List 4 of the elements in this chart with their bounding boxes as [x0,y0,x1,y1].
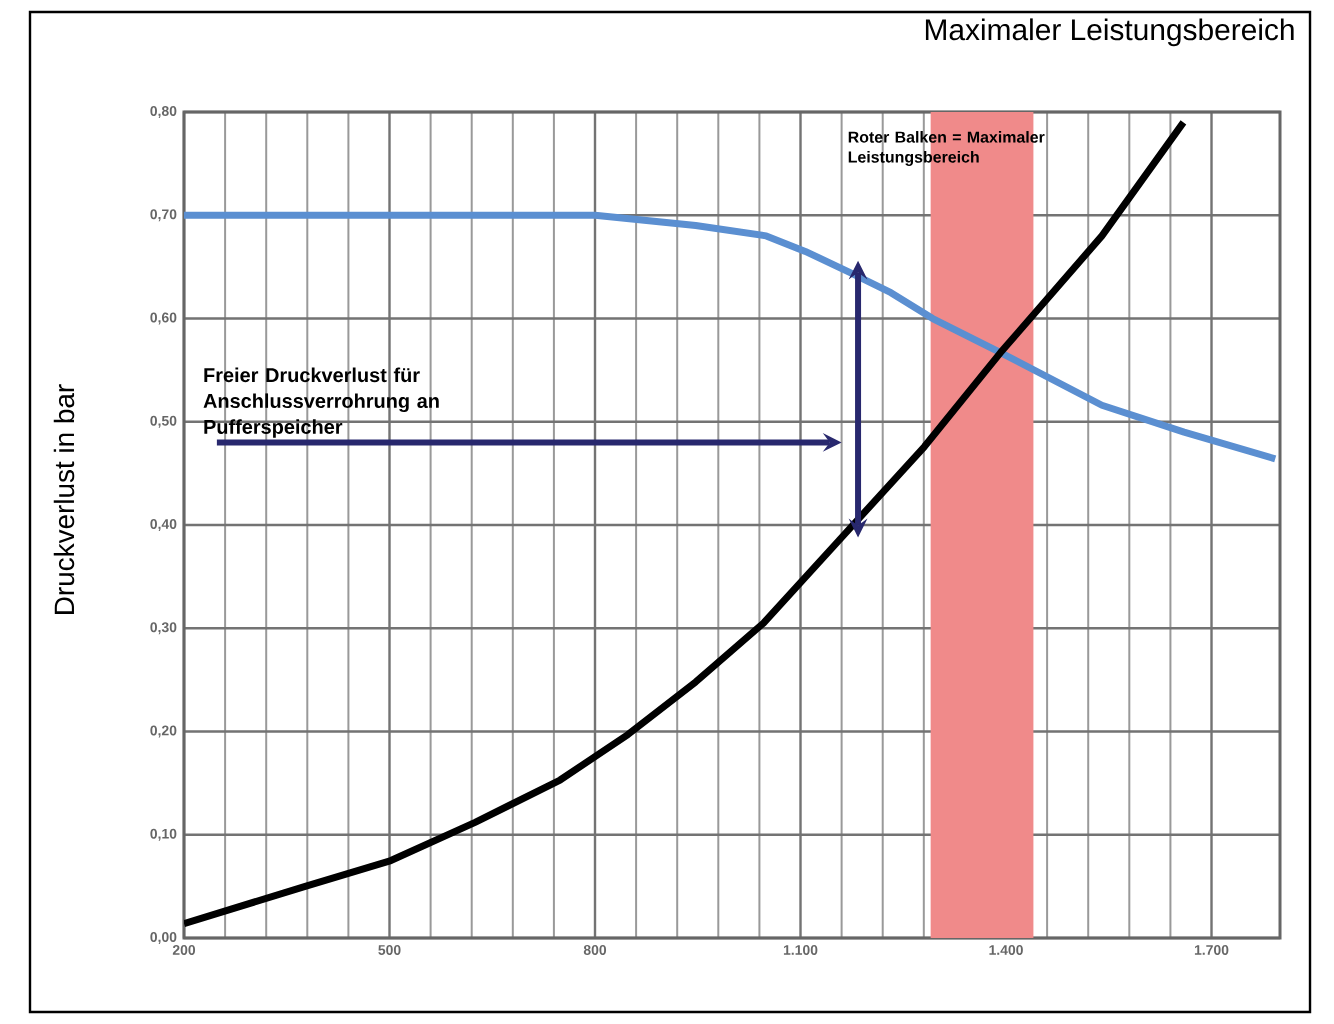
chart-title: Maximaler Leistungsbereich [925,18,1294,47]
line-series [184,118,1187,928]
y-axis-title: Druckverlust in bar [53,384,75,614]
annotation: Freier Druckverlust für Anschlussverrohrung an Pufferspeicher [203,367,439,438]
